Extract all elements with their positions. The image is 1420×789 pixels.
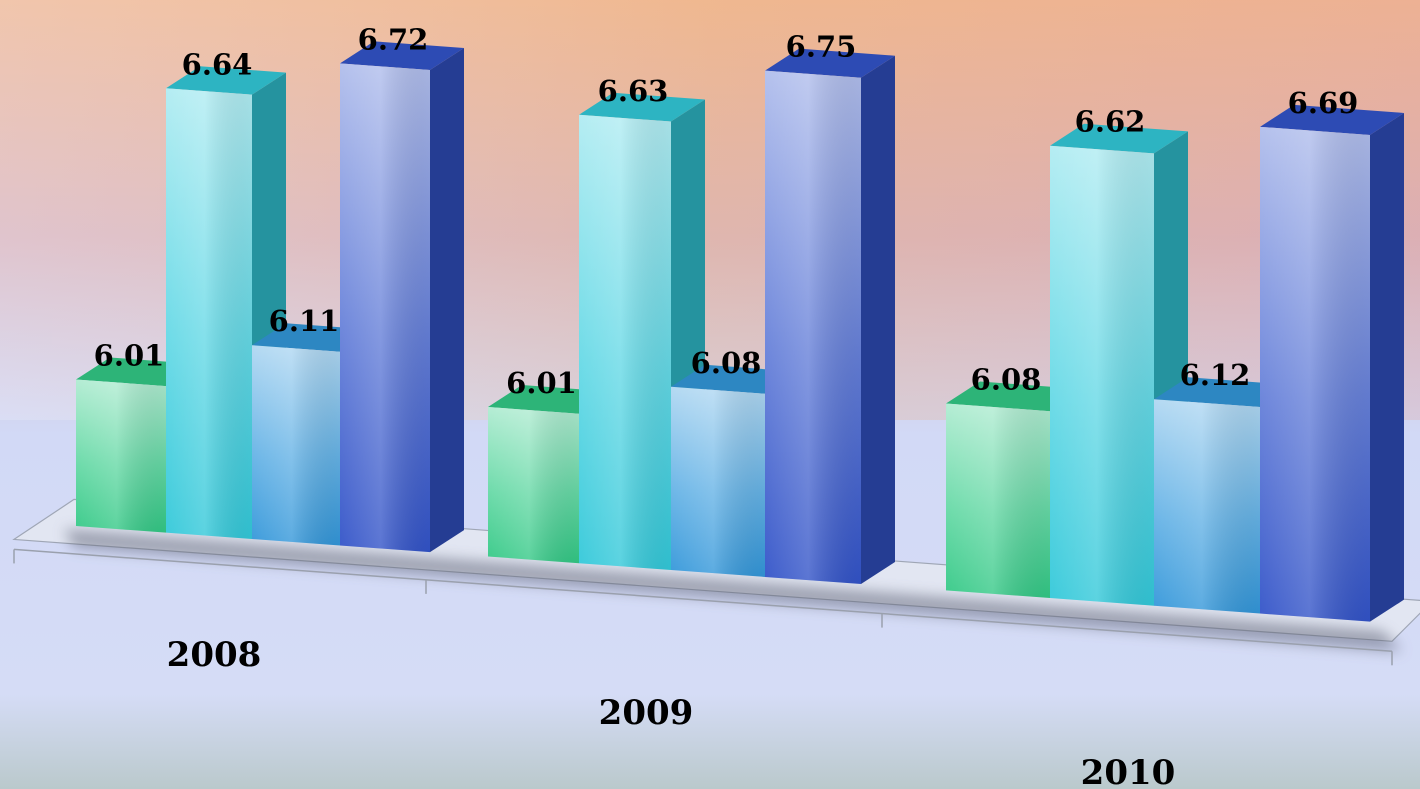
bar-2008-series-4 bbox=[340, 41, 464, 553]
data-label-2008-series-2: 6.64 bbox=[182, 47, 253, 81]
bar-side-face bbox=[861, 55, 895, 585]
bar-front-sheen bbox=[671, 386, 765, 577]
bar-top-face bbox=[765, 48, 895, 78]
bar-front-sheen bbox=[252, 345, 340, 546]
bar-front-sheen bbox=[488, 406, 579, 564]
data-label-2009-series-3: 6.08 bbox=[691, 346, 762, 380]
category-axis-line bbox=[13, 548, 1393, 653]
data-labels-layer: 6.01 6.64 6.11 6.72 6.01 6.63 6.08 6.75 6.08 6.62… bbox=[94, 22, 1359, 400]
bar-front-sheen bbox=[1154, 399, 1260, 614]
data-label-2010-series-3: 6.12 bbox=[1180, 358, 1251, 392]
bar-front-sheen bbox=[1050, 145, 1154, 606]
bar-top-face bbox=[340, 41, 464, 70]
bar-front-sheen bbox=[340, 63, 430, 553]
category-label-2009: 2009 bbox=[599, 693, 694, 733]
bar-top-face bbox=[1260, 104, 1404, 135]
bars-layer bbox=[76, 41, 1404, 622]
bar-front-sheen bbox=[166, 88, 252, 540]
bar-top-face bbox=[166, 66, 286, 95]
category-axis: 2008 2009 2010 bbox=[13, 548, 1393, 789]
bar-top-face bbox=[1154, 377, 1294, 408]
data-label-2009-series-1: 6.01 bbox=[506, 366, 577, 400]
bar-front-sheen bbox=[946, 403, 1050, 599]
data-label-2008-series-1: 6.01 bbox=[94, 338, 165, 372]
data-label-2008-series-4: 6.72 bbox=[358, 22, 429, 56]
bar-top-face bbox=[1050, 123, 1188, 154]
data-label-2010-series-4: 6.69 bbox=[1288, 86, 1359, 120]
data-label-2009-series-2: 6.63 bbox=[598, 74, 669, 108]
category-label-2008: 2008 bbox=[167, 635, 262, 675]
bar-2010-series-4 bbox=[1260, 104, 1404, 622]
bar-front-sheen bbox=[1260, 126, 1370, 622]
bar-top-face bbox=[579, 92, 705, 122]
data-label-2008-series-3: 6.11 bbox=[269, 304, 340, 338]
bar-front-sheen bbox=[76, 379, 166, 533]
bar-front-sheen bbox=[579, 114, 671, 570]
floor-shadow bbox=[64, 529, 1402, 652]
bar-side-face bbox=[1370, 112, 1404, 622]
bar-2009-series-4 bbox=[765, 48, 895, 585]
data-label-2010-series-2: 6.62 bbox=[1075, 105, 1146, 139]
bar-top-face bbox=[946, 381, 1084, 412]
bar-side-face bbox=[430, 47, 464, 553]
bar-2009-series-2 bbox=[579, 92, 705, 570]
category-label-2010: 2010 bbox=[1081, 753, 1176, 789]
bar-front-sheen bbox=[765, 70, 861, 585]
data-label-2009-series-4: 6.75 bbox=[786, 30, 857, 64]
data-label-2010-series-1: 6.08 bbox=[971, 363, 1042, 397]
